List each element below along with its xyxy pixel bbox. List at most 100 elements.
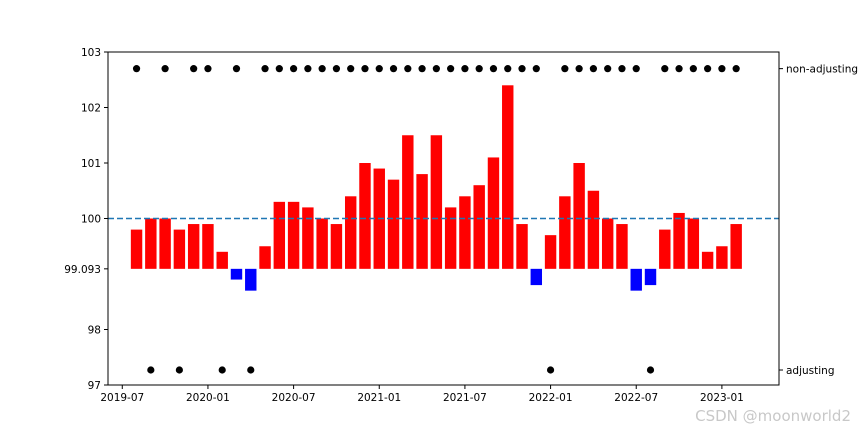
bar xyxy=(487,157,500,269)
right-tick-label: non-adjusting xyxy=(786,64,858,76)
right-tick-label: adjusting xyxy=(786,365,835,377)
x-tick-label: 2022-01 xyxy=(529,392,573,404)
marker-non-adjusting xyxy=(132,65,141,73)
marker-adjusting xyxy=(646,366,655,374)
marker-non-adjusting xyxy=(461,65,469,73)
bar xyxy=(473,185,485,269)
marker-non-adjusting xyxy=(675,65,683,73)
y-tick-label: 100 xyxy=(81,214,101,226)
marker-non-adjusting xyxy=(332,65,341,73)
marker-non-adjusting xyxy=(432,65,440,73)
marker-non-adjusting xyxy=(561,65,569,73)
bar xyxy=(573,163,585,269)
bar xyxy=(316,218,328,269)
bar xyxy=(344,196,357,269)
bar xyxy=(659,229,671,269)
bar xyxy=(145,218,157,269)
marker-non-adjusting xyxy=(589,65,598,73)
y-tick-label: 97 xyxy=(88,380,101,392)
marker-adjusting xyxy=(247,366,255,374)
bar xyxy=(673,212,685,269)
marker-non-adjusting xyxy=(232,65,241,73)
marker-non-adjusting xyxy=(375,65,383,73)
bar xyxy=(187,224,200,269)
y-tick-label: 103 xyxy=(81,47,101,59)
x-tick-label: 2019-07 xyxy=(100,392,144,404)
y-tick-label: 99.093 xyxy=(64,264,101,276)
marker-non-adjusting xyxy=(532,65,540,73)
marker-non-adjusting xyxy=(389,65,398,73)
y-tick-label: 102 xyxy=(81,103,101,115)
bar xyxy=(430,135,443,269)
bar xyxy=(259,246,271,269)
axes-group: 97 98 99.093 100 101 102 103 2019-07 2020-01 2020… xyxy=(64,47,858,404)
marker-non-adjusting xyxy=(618,65,626,73)
bar xyxy=(230,268,243,280)
bar xyxy=(416,174,428,269)
bar xyxy=(644,268,657,286)
x-tick-label: 2023-01 xyxy=(700,392,744,404)
bar xyxy=(173,229,186,269)
marker-non-adjusting xyxy=(718,65,726,73)
marker-non-adjusting xyxy=(361,65,369,73)
x-tick-label: 2022-07 xyxy=(614,392,658,404)
marker-adjusting xyxy=(175,366,183,374)
markers-group xyxy=(132,65,740,374)
marker-adjusting xyxy=(546,366,555,374)
marker-non-adjusting xyxy=(475,65,483,73)
marker-non-adjusting xyxy=(518,65,526,73)
marker-non-adjusting xyxy=(261,65,269,73)
bar xyxy=(359,163,371,269)
marker-non-adjusting xyxy=(289,65,298,73)
y-tick-label: 101 xyxy=(81,158,101,170)
marker-non-adjusting xyxy=(204,65,212,73)
bar xyxy=(459,196,471,269)
marker-non-adjusting xyxy=(304,65,312,73)
x-tick-label: 2021-07 xyxy=(443,392,487,404)
marker-adjusting xyxy=(147,366,155,374)
marker-non-adjusting xyxy=(504,65,512,73)
y-tick-label: 98 xyxy=(88,325,101,337)
marker-non-adjusting xyxy=(190,65,198,73)
bar xyxy=(245,268,257,291)
marker-non-adjusting xyxy=(661,65,669,73)
bar xyxy=(701,251,714,269)
marker-non-adjusting xyxy=(161,65,169,73)
marker-non-adjusting xyxy=(604,65,612,73)
bar xyxy=(687,218,700,269)
x-tick-label: 2020-07 xyxy=(272,392,316,404)
bar xyxy=(587,190,600,269)
x-tick-label: 2020-01 xyxy=(186,392,230,404)
bar xyxy=(273,201,286,269)
marker-non-adjusting xyxy=(632,65,640,73)
watermark: CSDN @moonworld2 xyxy=(695,407,851,425)
bar xyxy=(130,229,143,269)
marker-non-adjusting xyxy=(575,65,583,73)
marker-non-adjusting xyxy=(732,65,740,73)
bar xyxy=(287,201,300,269)
marker-non-adjusting xyxy=(704,65,712,73)
bar xyxy=(444,207,457,269)
marker-non-adjusting xyxy=(318,65,326,73)
bar xyxy=(159,218,171,269)
bar xyxy=(559,196,571,269)
bars-group xyxy=(130,85,742,291)
marker-non-adjusting xyxy=(489,65,498,73)
bar xyxy=(601,218,614,269)
bar xyxy=(387,179,400,269)
bar xyxy=(216,251,228,269)
marker-adjusting xyxy=(218,366,226,374)
bar xyxy=(302,207,314,269)
marker-non-adjusting xyxy=(404,65,412,73)
marker-non-adjusting xyxy=(275,65,283,73)
marker-non-adjusting xyxy=(418,65,426,73)
bar xyxy=(630,268,642,291)
bar xyxy=(330,224,343,269)
bar xyxy=(730,224,742,269)
marker-non-adjusting xyxy=(689,65,697,73)
bar xyxy=(402,135,414,269)
bar xyxy=(616,224,628,269)
x-tick-label: 2021-01 xyxy=(357,392,401,404)
bar xyxy=(530,268,543,286)
